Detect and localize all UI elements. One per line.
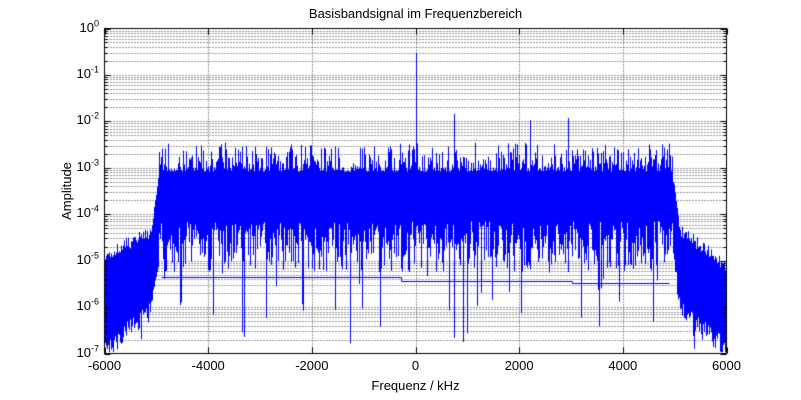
x-axis-label: Frequenz / kHz (371, 378, 460, 393)
y-tick-label: 10-3 (55, 157, 99, 174)
y-tick-exponent: -3 (90, 157, 99, 168)
y-tick-exponent: -2 (90, 111, 99, 122)
y-tick-exponent: -1 (90, 64, 99, 75)
y-tick-label: 10-7 (55, 343, 99, 360)
chart-title: Basisbandsignal im Frequenzbereich (308, 6, 523, 21)
y-tick-label: 100 (55, 18, 99, 35)
y-tick-label: 10-4 (55, 203, 99, 221)
y-tick-base: 10 (76, 65, 91, 81)
x-tick-label: -4000 (191, 358, 225, 373)
y-tick-base: 10 (76, 251, 91, 267)
y-tick-exponent: -4 (90, 203, 99, 214)
y-tick-label: 10-6 (55, 296, 99, 314)
x-tick-label: -6000 (87, 358, 122, 373)
x-tick-label: -2000 (295, 358, 329, 373)
y-tick-base: 10 (76, 158, 91, 174)
y-tick-exponent: 0 (93, 18, 99, 29)
y-tick-label: 10-5 (55, 250, 99, 267)
x-tick-label: 4000 (608, 358, 638, 373)
y-tick-base: 10 (76, 205, 91, 221)
y-tick-exponent: -5 (90, 250, 99, 261)
x-tick-label: 0 (411, 358, 420, 373)
y-tick-base: 10 (79, 19, 94, 35)
x-tick-label: 6000 (712, 358, 741, 373)
x-tick-label: 2000 (504, 358, 534, 373)
y-tick-exponent: -7 (90, 343, 99, 354)
y-tick-base: 10 (76, 298, 91, 314)
y-tick-label: 10-2 (55, 111, 99, 128)
y-tick-base: 10 (76, 344, 91, 360)
y-tick-base: 10 (76, 112, 91, 128)
y-tick-exponent: -6 (90, 296, 99, 307)
y-tick-label: 10-1 (55, 64, 99, 81)
